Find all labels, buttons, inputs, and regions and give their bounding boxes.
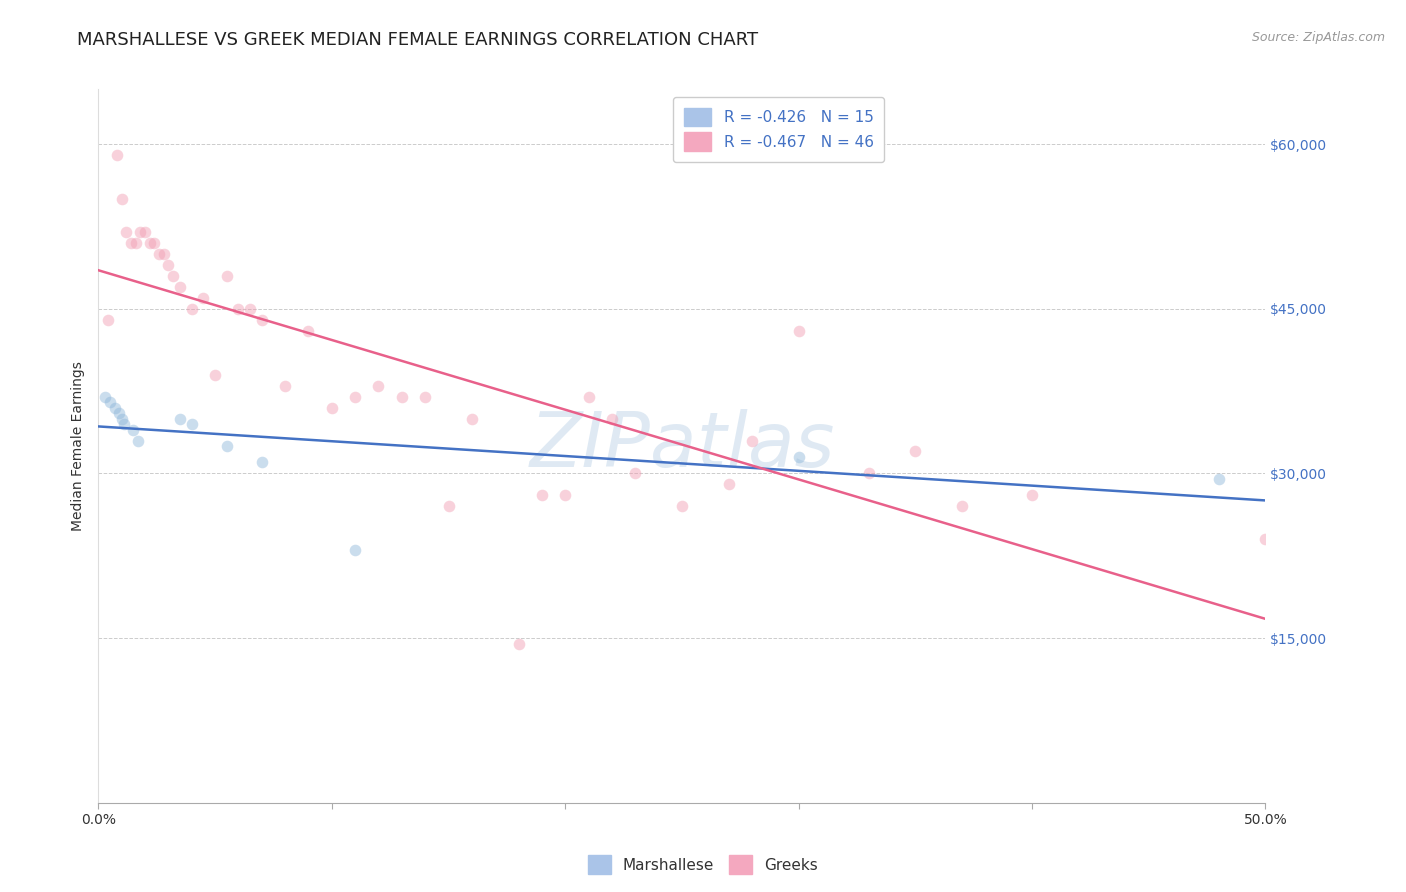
Point <box>297 324 319 338</box>
Point <box>344 543 367 558</box>
Point <box>624 467 647 481</box>
Point <box>139 235 162 250</box>
Legend: Marshallese, Greeks: Marshallese, Greeks <box>582 849 824 880</box>
Point <box>193 291 215 305</box>
Point <box>391 390 413 404</box>
Point <box>97 312 120 326</box>
Point <box>554 488 576 502</box>
Point <box>1208 472 1230 486</box>
Point <box>239 301 262 316</box>
Point <box>1254 533 1277 547</box>
Point <box>204 368 226 382</box>
Point <box>162 268 184 283</box>
Point <box>125 235 148 250</box>
Point <box>367 378 389 392</box>
Point <box>321 401 343 415</box>
Point <box>127 434 149 448</box>
Point <box>152 247 174 261</box>
Point <box>950 500 973 514</box>
Point <box>344 390 367 404</box>
Point <box>215 439 238 453</box>
Legend: R = -0.426   N = 15, R = -0.467   N = 46: R = -0.426 N = 15, R = -0.467 N = 46 <box>673 97 884 161</box>
Point <box>157 258 180 272</box>
Point <box>250 312 273 326</box>
Point <box>413 390 436 404</box>
Text: ZIPatlas: ZIPatlas <box>529 409 835 483</box>
Point <box>741 434 763 448</box>
Point <box>508 637 530 651</box>
Point <box>671 500 693 514</box>
Text: MARSHALLESE VS GREEK MEDIAN FEMALE EARNINGS CORRELATION CHART: MARSHALLESE VS GREEK MEDIAN FEMALE EARNI… <box>77 31 758 49</box>
Point <box>94 390 117 404</box>
Point <box>787 324 810 338</box>
Y-axis label: Median Female Earnings: Median Female Earnings <box>70 361 84 531</box>
Point <box>530 488 553 502</box>
Point <box>461 411 484 425</box>
Point <box>578 390 600 404</box>
Point <box>1021 488 1043 502</box>
Point <box>105 148 128 162</box>
Point <box>717 477 740 491</box>
Point <box>122 423 145 437</box>
Point <box>134 225 156 239</box>
Point <box>180 417 202 431</box>
Point <box>120 235 142 250</box>
Point <box>148 247 170 261</box>
Point <box>115 225 138 239</box>
Point <box>274 378 297 392</box>
Point <box>111 192 134 206</box>
Point <box>169 411 191 425</box>
Point <box>169 280 191 294</box>
Point <box>228 301 250 316</box>
Text: Source: ZipAtlas.com: Source: ZipAtlas.com <box>1251 31 1385 45</box>
Point <box>104 401 127 415</box>
Point <box>600 411 623 425</box>
Point <box>437 500 460 514</box>
Point <box>787 450 810 464</box>
Point <box>143 235 166 250</box>
Point <box>112 417 135 431</box>
Point <box>250 455 273 469</box>
Point <box>111 411 134 425</box>
Point <box>98 395 121 409</box>
Point <box>180 301 202 316</box>
Point <box>215 268 238 283</box>
Point <box>129 225 152 239</box>
Point <box>108 406 131 420</box>
Point <box>904 444 927 458</box>
Point <box>858 467 880 481</box>
